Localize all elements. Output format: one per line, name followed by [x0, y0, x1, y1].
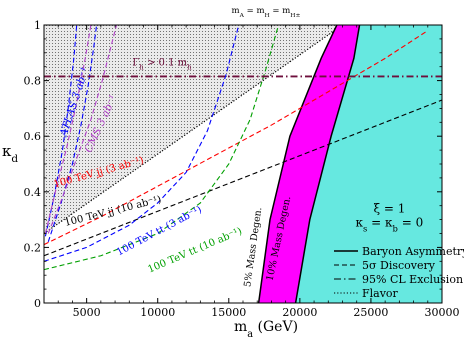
gamma-label: Γh > 0.1 mh	[132, 57, 192, 71]
x-axis-label: ma (GeV)	[234, 319, 298, 338]
xi-label: ξ = 1	[373, 202, 405, 216]
mass-degen-10-region	[295, 25, 442, 303]
x-tick-label: 5000	[73, 306, 101, 319]
y-tick-label: 1	[34, 19, 41, 32]
legend-label-solid: Baryon Asymmetry	[362, 245, 464, 258]
x-tick-label: 10000	[140, 306, 175, 319]
series-line-0	[47, 25, 98, 243]
y-tick-label: 0.8	[24, 75, 42, 88]
baryon-asymmetry-curve-left	[257, 25, 338, 303]
plot-curves	[44, 25, 442, 271]
md5-label: 5% Mass Degen.	[242, 207, 264, 288]
legend-label-dotted: Flavor	[362, 287, 399, 300]
x-tick-label: 30000	[425, 306, 460, 319]
series-line-4	[44, 30, 429, 246]
legend-label-dashdot: 95% CL Exclusion	[362, 273, 463, 286]
legend-label-dash: 5σ Discovery	[362, 259, 436, 272]
x-tick-label: 25000	[353, 306, 388, 319]
flavor-boundary	[44, 25, 343, 234]
series-line-7	[44, 25, 280, 271]
y-tick-label: 0	[34, 297, 41, 310]
x-tick-label: 20000	[282, 306, 317, 319]
series-line-6	[44, 25, 240, 262]
mass-degen-5-region	[258, 25, 360, 303]
baryon-asymmetry-curve-right	[294, 25, 361, 303]
chart-title: mA = mH = mH±	[232, 6, 301, 19]
y-tick-label: 0.4	[24, 186, 42, 199]
axis-ticks: 5000 10000 15000 20000 25000 30000 0 0.2 0.4 0.6 0…	[24, 19, 460, 319]
x-tick-label: 15000	[211, 306, 246, 319]
y-axis-label: κd	[2, 142, 18, 165]
y-tick-label: 0.2	[24, 241, 42, 254]
kappa-label: κs = κb = 0	[356, 216, 424, 234]
y-tick-label: 0.6	[24, 130, 42, 143]
series-line-2	[47, 25, 118, 234]
series-line-5	[44, 99, 442, 257]
